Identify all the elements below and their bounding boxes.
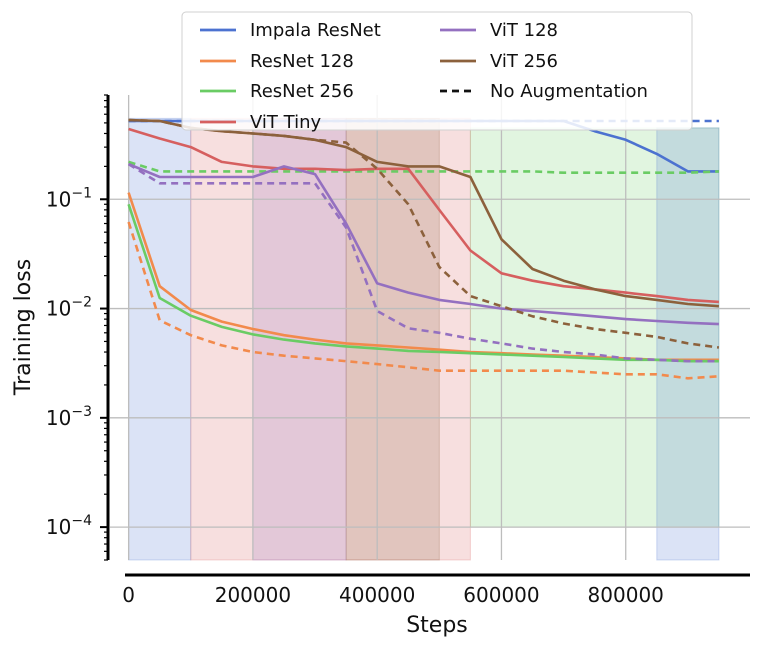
band-4 — [252, 117, 347, 561]
x-tick-label: 0 — [122, 583, 135, 607]
series-line-3 — [127, 221, 719, 380]
y-tick-label: 10−2 — [46, 295, 92, 321]
legend-entry-4: ViT 128 — [440, 20, 558, 41]
series-line-5 — [128, 160, 719, 174]
axes: 10−4 10−3 10−2 10−1 0 200000 400000 600000 80000… — [11, 94, 750, 638]
y-tick-label: 10−4 — [46, 513, 92, 539]
legend-label: ViT 128 — [490, 20, 558, 41]
y-tick-label: 10−1 — [46, 185, 92, 211]
series-line-7 — [128, 162, 719, 326]
series-line-4 — [127, 203, 719, 363]
legend-entry-6: No Augmentation — [440, 81, 648, 102]
band-0 — [469, 127, 720, 528]
legend-entry-3: ViT Tiny — [200, 112, 321, 133]
y-tick-label: 10−3 — [46, 404, 92, 430]
legend-entry-2: ResNet 256 — [200, 81, 354, 102]
legend: Impala ResNet ResNet 128 ResNet 256 ViT Tin… — [181, 11, 693, 133]
legend-label: ResNet 256 — [250, 81, 354, 102]
legend-label: Impala ResNet — [250, 20, 381, 41]
band-5 — [345, 117, 440, 561]
legend-label: No Augmentation — [490, 81, 648, 102]
x-tick-label: 800000 — [588, 583, 664, 607]
x-tick-label: 600000 — [463, 583, 539, 607]
legend-entry-1: ResNet 128 — [200, 51, 354, 72]
y-axis-label: Training loss — [11, 259, 36, 396]
series-line-8 — [127, 162, 719, 363]
grid-lines — [110, 95, 750, 560]
legend-box — [181, 11, 693, 131]
legend-label: ResNet 128 — [250, 51, 354, 72]
band-1 — [128, 117, 192, 561]
legend-entry-5: ViT 256 — [440, 51, 558, 72]
legend-label: ViT Tiny — [250, 112, 321, 133]
legend-label: ViT 256 — [490, 51, 558, 72]
legend-entry-0: Impala ResNet — [200, 20, 381, 41]
x-tick-label: 400000 — [339, 583, 415, 607]
series-line-6 — [128, 127, 719, 304]
uncertainty-bands — [128, 117, 720, 561]
series-line-10 — [128, 118, 720, 349]
x-tick-label: 200000 — [215, 583, 291, 607]
x-axis-label: Steps — [406, 613, 468, 638]
series-line-2 — [127, 192, 719, 362]
